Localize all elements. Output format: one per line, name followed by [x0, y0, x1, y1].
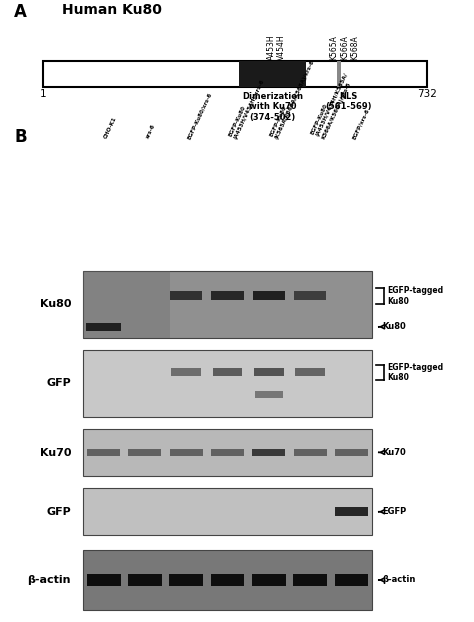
- Text: β-actin: β-actin: [27, 575, 71, 585]
- Text: 1: 1: [39, 89, 46, 100]
- Bar: [83, 488, 372, 536]
- Text: B: B: [14, 129, 27, 147]
- Bar: [294, 291, 326, 300]
- Bar: [337, 61, 341, 86]
- Bar: [170, 448, 203, 456]
- Bar: [128, 574, 162, 586]
- Bar: [213, 368, 242, 376]
- Text: Ku80: Ku80: [40, 299, 71, 309]
- Bar: [295, 368, 325, 376]
- Text: GFP: GFP: [46, 378, 71, 388]
- Bar: [83, 271, 170, 338]
- Bar: [128, 448, 162, 456]
- Text: Ku70: Ku70: [382, 448, 406, 457]
- Bar: [210, 574, 245, 586]
- Text: A453H
V454H: A453H V454H: [267, 34, 286, 60]
- Text: EGFP-Ku80
(A453H/V454H/K565A/
K566A/K568A)/xrs-6: EGFP-Ku80 (A453H/V454H/K565A/ K566A/K568…: [310, 70, 355, 140]
- Bar: [211, 448, 244, 456]
- Bar: [87, 574, 120, 586]
- Bar: [335, 574, 368, 586]
- Bar: [211, 291, 244, 300]
- Bar: [335, 508, 367, 516]
- Text: K565A
K566A
K568A: K565A K566A K568A: [329, 35, 359, 60]
- Bar: [252, 574, 286, 586]
- Bar: [293, 574, 327, 586]
- Bar: [83, 350, 372, 417]
- Bar: [252, 448, 285, 456]
- Text: EGFP/xrs-6: EGFP/xrs-6: [351, 107, 370, 140]
- Bar: [293, 448, 327, 456]
- Text: β-actin: β-actin: [382, 575, 415, 585]
- Bar: [254, 368, 284, 376]
- Text: EGFP-Ku80
(K565A/K566A/K568A)/xrs-6: EGFP-Ku80 (K565A/K566A/K568A)/xrs-6: [269, 57, 315, 140]
- Bar: [83, 271, 372, 338]
- Text: NLS
(561-569): NLS (561-569): [325, 92, 372, 111]
- Text: EGFP-Ku80
(A453H/V454H)/xrs-6: EGFP-Ku80 (A453H/V454H)/xrs-6: [228, 76, 265, 140]
- Text: A: A: [14, 2, 27, 21]
- Text: CHO-K1: CHO-K1: [104, 116, 118, 140]
- Bar: [83, 429, 372, 476]
- Text: Human Ku80: Human Ku80: [62, 2, 162, 17]
- Bar: [170, 291, 202, 300]
- Text: 732: 732: [417, 89, 437, 100]
- Text: Ku80: Ku80: [382, 322, 406, 332]
- Text: Dimerization
with Ku70
(374-502): Dimerization with Ku70 (374-502): [242, 92, 303, 122]
- Bar: [83, 550, 372, 610]
- Text: EGFP-Ku80/xrs-6: EGFP-Ku80/xrs-6: [186, 91, 212, 140]
- Bar: [87, 448, 120, 456]
- Text: EGFP-tagged
Ku80: EGFP-tagged Ku80: [387, 363, 443, 382]
- Bar: [239, 61, 306, 86]
- Text: EGFP: EGFP: [382, 507, 406, 516]
- Bar: [335, 448, 368, 456]
- Bar: [43, 61, 427, 86]
- Text: GFP: GFP: [46, 507, 71, 517]
- Bar: [86, 323, 121, 331]
- Bar: [169, 574, 203, 586]
- Text: xrs-6: xrs-6: [145, 124, 156, 140]
- Bar: [171, 368, 201, 376]
- Text: EGFP-tagged
Ku80: EGFP-tagged Ku80: [387, 287, 443, 306]
- Bar: [255, 391, 283, 397]
- Bar: [253, 291, 285, 300]
- Text: Ku70: Ku70: [40, 448, 71, 458]
